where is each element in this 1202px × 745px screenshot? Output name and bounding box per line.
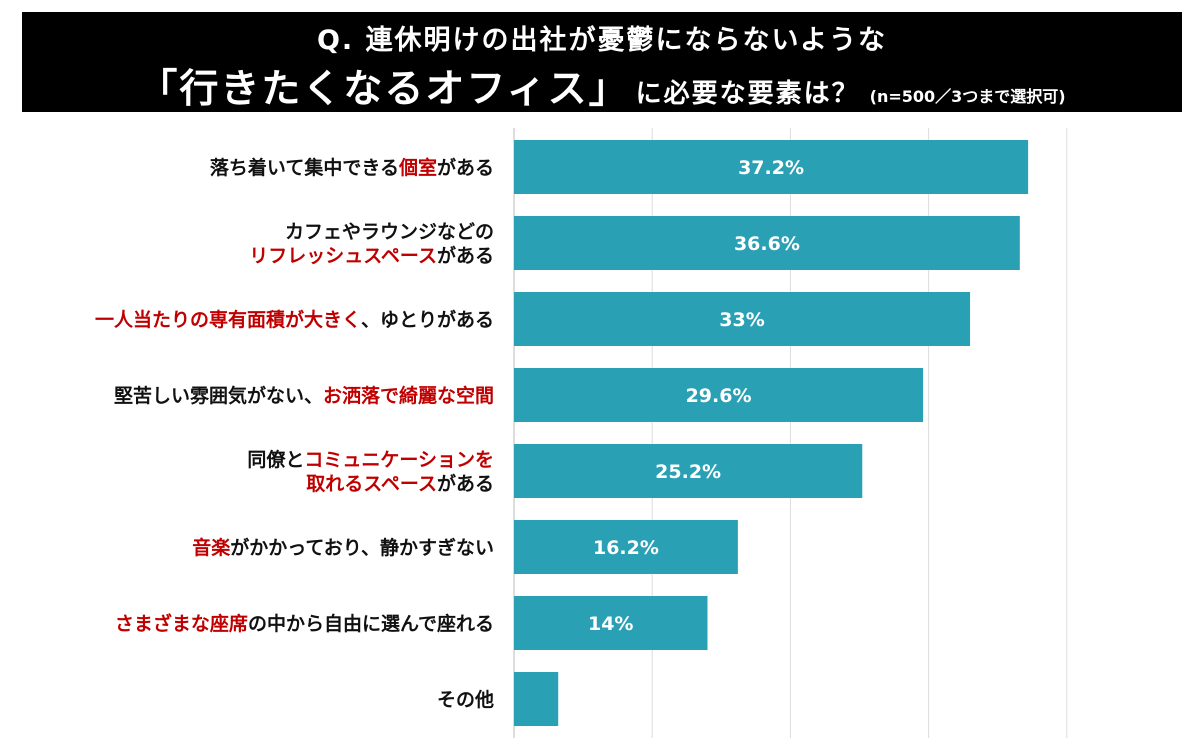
category-label-text: がかかっており、静かすぎない <box>230 536 494 559</box>
bar <box>514 368 924 422</box>
category-label: 落ち着いて集中できる個室がある <box>210 156 494 179</box>
data-label: 36.6% <box>734 233 800 255</box>
category-label-text: カフェやラウンジなどの <box>285 221 494 243</box>
bar <box>514 444 863 498</box>
category-label-highlight: リフレッシュスペース <box>249 245 437 267</box>
category-label-text: 同僚と <box>247 448 304 471</box>
chart-title-note: (n=500／3つまで選択可) <box>869 87 1066 106</box>
chart-title-main: 「行きたくなるオフィス」 <box>138 67 630 112</box>
data-label: 25.2% <box>655 461 721 483</box>
category-label-text: がある <box>437 472 494 495</box>
chart-title-rest: に必要な要素は？ <box>635 79 860 109</box>
data-label: 37.2% <box>738 157 804 179</box>
category-label: リフレッシュスペースがある <box>249 244 494 267</box>
category-label: 同僚とコミュニケーションを <box>247 448 494 471</box>
category-label-highlight: さまざまな座席 <box>115 612 248 635</box>
data-label: 14% <box>588 613 633 635</box>
category-label-highlight: コミュニケーションを <box>304 449 494 471</box>
bar <box>514 672 559 726</box>
category-label-text: 落ち着いて集中できる <box>210 156 399 179</box>
category-label-text: の中から自由に選んで座れる <box>248 612 494 635</box>
bar <box>514 216 1020 270</box>
chart-title-line2: 「行きたくなるオフィス」 に必要な要素は？ (n=500／3つまで選択可) <box>22 58 1182 114</box>
category-label-text: 、ゆとりがある <box>361 308 494 331</box>
category-label-highlight: 個室 <box>398 156 437 179</box>
data-label: 29.6% <box>686 385 752 407</box>
category-label-text: がある <box>437 156 494 179</box>
bar <box>514 140 1029 194</box>
bar <box>514 520 738 574</box>
data-label: 16.2% <box>593 537 659 559</box>
category-label: 一人当たりの専有面積が大きく、ゆとりがある <box>95 308 494 331</box>
chart-header: Q. 連休明けの出社が憂鬱にならないような 「行きたくなるオフィス」 に必要な要素… <box>22 12 1182 112</box>
category-label-text: 堅苦しい雰囲気がない、 <box>114 384 323 407</box>
category-label-text: がある <box>437 244 494 267</box>
bar <box>514 596 708 650</box>
category-label: 堅苦しい雰囲気がない、お洒落で綺麗な空間 <box>114 384 494 407</box>
chart-title-line1: Q. 連休明けの出社が憂鬱にならないような <box>316 25 888 56</box>
category-label-highlight: お洒落で綺麗な空間 <box>323 384 494 407</box>
category-label: さまざまな座席の中から自由に選んで座れる <box>115 612 494 635</box>
category-label-highlight: 一人当たりの専有面積が大きく <box>95 308 361 331</box>
category-label: その他 <box>437 688 494 711</box>
category-label-text: その他 <box>437 688 494 711</box>
bar <box>514 292 971 346</box>
category-label: 音楽がかかっており、静かすぎない <box>192 536 494 559</box>
category-label: 取れるスペースがある <box>306 472 494 495</box>
data-label: 33% <box>719 309 764 331</box>
category-label-highlight: 音楽 <box>192 536 231 559</box>
category-label: カフェやラウンジなどの <box>285 221 494 243</box>
category-label-highlight: 取れるスペース <box>306 473 437 495</box>
